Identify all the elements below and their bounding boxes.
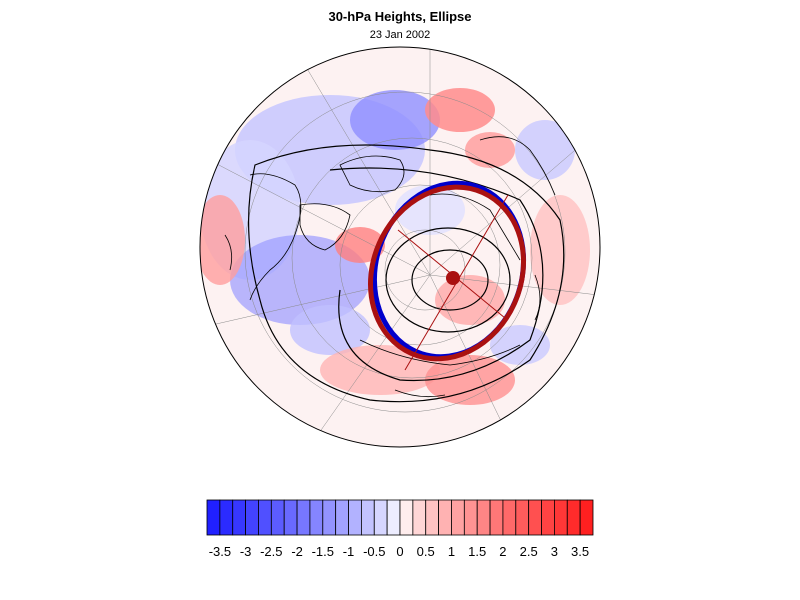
colorbar-box (502, 499, 517, 536)
colorbar-ticks: -3.5 -3 -2.5 -2 -1.5 -1 -0.5 0 0.5 1 1.5 2 2.5 3 3.5 (209, 544, 589, 559)
colorbar-box (528, 499, 542, 536)
anomaly-field (200, 88, 590, 405)
colorbar-box (245, 499, 259, 536)
colorbar-boxes (206, 499, 594, 536)
height-contours (247, 144, 565, 403)
colorbar-box (322, 499, 337, 536)
colorbar-box (219, 499, 234, 536)
colorbar-box (296, 499, 311, 536)
colorbar-box (463, 499, 478, 536)
colorbar-tick-label: 3.5 (571, 544, 589, 559)
colorbar-box (335, 499, 349, 536)
colorbar-tick-label: 2 (499, 544, 506, 559)
colorbar-tick-label: -0.5 (363, 544, 385, 559)
ellipse-fit (368, 184, 526, 362)
colorbar-box (566, 499, 581, 536)
colorbar-tick-label: 2.5 (520, 544, 538, 559)
colorbar-box (554, 499, 568, 536)
colorbar-tick-label: 3 (551, 544, 558, 559)
colorbar-box (348, 499, 362, 536)
map-date: 23 Jan 2002 (369, 29, 431, 41)
colorbar-box (309, 499, 324, 536)
colorbar-box (438, 499, 452, 536)
colorbar-tick-label: 1.5 (468, 544, 486, 559)
colorbar-box (541, 499, 555, 536)
colorbar-box (206, 499, 221, 536)
colorbar-box (283, 499, 298, 536)
colorbar-tick-label: 1 (448, 544, 455, 559)
colorbar-box (258, 499, 272, 536)
colorbar-tick-label: 0 (396, 544, 403, 559)
colorbar-box (270, 499, 285, 536)
colorbar-box (399, 499, 414, 536)
colorbar-box (476, 499, 491, 536)
colorbar-box (232, 499, 246, 536)
colorbar-box (412, 499, 427, 536)
polar-map (199, 46, 601, 448)
colorbar-box (579, 499, 594, 536)
colorbar-tick-label: -1.5 (312, 544, 334, 559)
coastlines (224, 136, 556, 398)
colorbar-box (451, 499, 465, 536)
colorbar-tick-label: -3.5 (209, 544, 231, 559)
globe-outline (199, 46, 601, 448)
vortex-ellipses (368, 180, 527, 371)
colorbar-box (489, 499, 504, 536)
colorbar-tick-label: 0.5 (417, 544, 435, 559)
colorbar-box (386, 499, 401, 536)
colorbar-tick-label: -1 (343, 544, 355, 559)
colorbar-tick-label: -2.5 (260, 544, 282, 559)
colorbar-tick-label: -2 (291, 544, 303, 559)
colorbar-box (360, 499, 375, 536)
colorbar-box (425, 499, 440, 536)
map-title: 30-hPa Heights, Ellipse (328, 9, 472, 24)
colorbar-box (373, 499, 388, 536)
colorbar-tick-label: -3 (240, 544, 252, 559)
colorbar-box (515, 499, 530, 536)
vortex-center-marker (446, 271, 460, 285)
